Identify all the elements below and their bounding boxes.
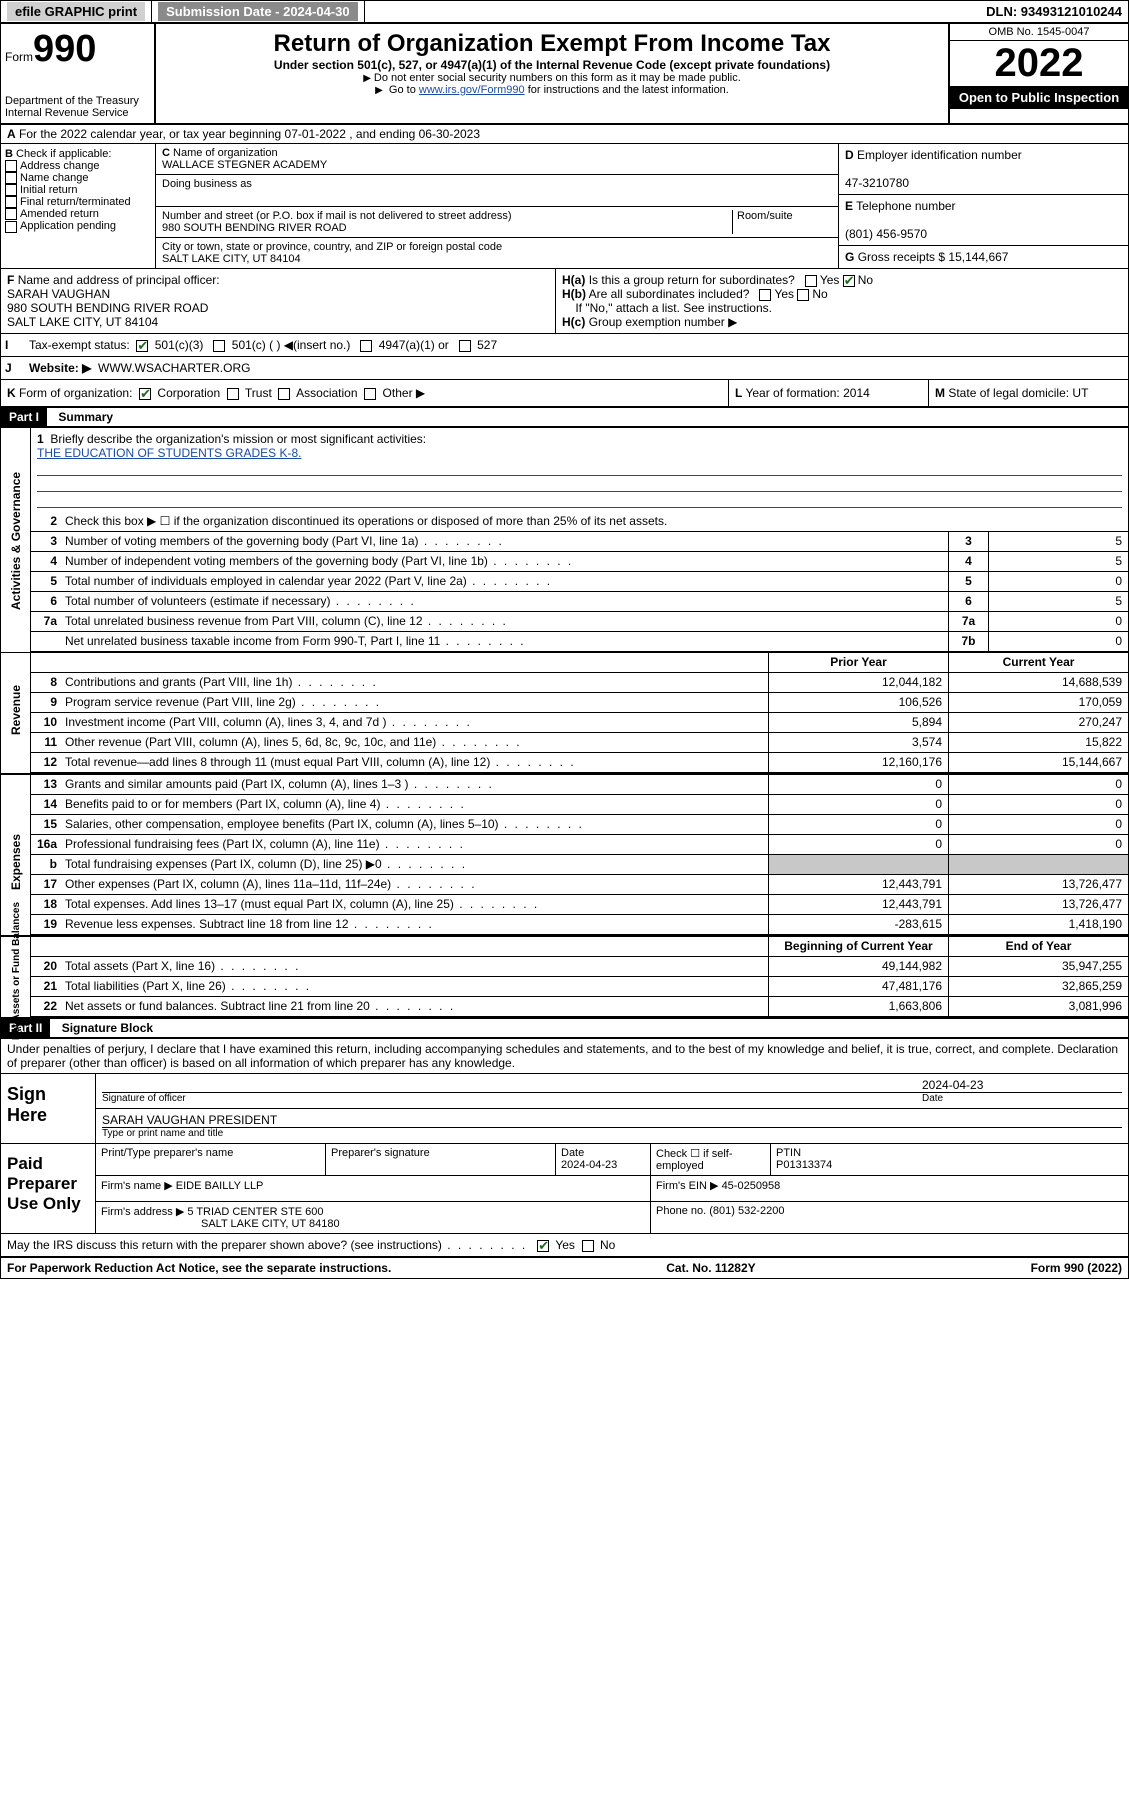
efile-badge: efile GRAPHIC print (7, 2, 145, 21)
firm-phone: (801) 532-2200 (709, 1205, 784, 1217)
form-subtitle: Under section 501(c), 527, or 4947(a)(1)… (162, 58, 942, 72)
top-bar: efile GRAPHIC print Submission Date - 20… (1, 1, 1128, 24)
section-d: D Employer identification number47-32107… (838, 144, 1128, 268)
tax-year: 2022 (950, 41, 1128, 86)
row-a-text: For the 2022 calendar year, or tax year … (19, 127, 480, 141)
vtab-netassets: Net Assets or Fund Balances (1, 937, 31, 1017)
phone: (801) 456-9570 (845, 227, 927, 241)
dept-label: Department of the Treasury Internal Reve… (5, 95, 150, 119)
pra-notice: For Paperwork Reduction Act Notice, see … (7, 1261, 391, 1275)
note-ssn: Do not enter social security numbers on … (162, 72, 942, 84)
section-b: B Check if applicable: Address change Na… (1, 144, 156, 268)
form-number: 990 (33, 28, 96, 70)
section-f: F Name and address of principal officer:… (1, 269, 556, 333)
form-label: Form (5, 50, 33, 64)
irs-link[interactable]: www.irs.gov/Form990 (419, 84, 525, 96)
sig-date: 2024-04-23 (922, 1078, 983, 1092)
part-i-header: Part I (1, 408, 47, 426)
open-inspection: Open to Public Inspection (950, 86, 1128, 109)
ein: 47-3210780 (845, 176, 909, 190)
discuss-row: May the IRS discuss this return with the… (1, 1234, 1128, 1258)
ptin: P01313374 (776, 1159, 832, 1171)
vtab-governance: Activities & Governance (1, 428, 31, 652)
section-l: L Year of formation: 2014 (728, 380, 928, 406)
section-h: H(a) Is this a group return for subordin… (556, 269, 1128, 333)
declaration: Under penalties of perjury, I declare th… (1, 1039, 1128, 1074)
note-link: Go to www.irs.gov/Form990 for instructio… (162, 84, 942, 96)
org-name: WALLACE STEGNER ACADEMY (162, 159, 327, 171)
paid-preparer-label: Paid Preparer Use Only (1, 1144, 96, 1233)
mission-block: 1 Briefly describe the organization's mi… (31, 428, 1128, 512)
mission-text[interactable]: THE EDUCATION OF STUDENTS GRADES K-8. (37, 446, 301, 460)
prep-date: 2024-04-23 (561, 1159, 617, 1171)
org-street: 980 SOUTH BENDING RIVER ROAD (162, 222, 347, 234)
section-k: K Form of organization: Corporation Trus… (1, 380, 728, 406)
submission-date: Submission Date - 2024-04-30 (158, 2, 358, 21)
cat-no: Cat. No. 11282Y (666, 1261, 755, 1275)
tax-exempt-status: Tax-exempt status: 501(c)(3) 501(c) ( ) … (25, 334, 1128, 356)
officer-name-title: SARAH VAUGHAN PRESIDENT (102, 1113, 277, 1127)
website: WWW.WSACHARTER.ORG (98, 361, 250, 375)
form-id-block: Form990 Department of the Treasury Inter… (1, 24, 156, 123)
dln: DLN: 93493121010244 (986, 4, 1122, 19)
form-title: Return of Organization Exempt From Incom… (162, 30, 942, 58)
firm-ein: 45-0250958 (722, 1180, 781, 1192)
gross-receipts: 15,144,667 (948, 250, 1008, 264)
form-footer: Form 990 (2022) (1031, 1261, 1122, 1275)
part-ii-header: Part II (1, 1019, 50, 1037)
firm-name: EIDE BAILLY LLP (176, 1180, 264, 1192)
sign-here-label: Sign Here (1, 1074, 96, 1143)
section-c: C Name of organizationWALLACE STEGNER AC… (156, 144, 838, 268)
omb-number: OMB No. 1545-0047 (950, 24, 1128, 41)
section-m: M State of legal domicile: UT (928, 380, 1128, 406)
officer-name: SARAH VAUGHAN (7, 287, 110, 301)
org-city: SALT LAKE CITY, UT 84104 (162, 253, 301, 265)
firm-addr: 5 TRIAD CENTER STE 600 (187, 1206, 323, 1218)
vtab-revenue: Revenue (1, 653, 31, 773)
